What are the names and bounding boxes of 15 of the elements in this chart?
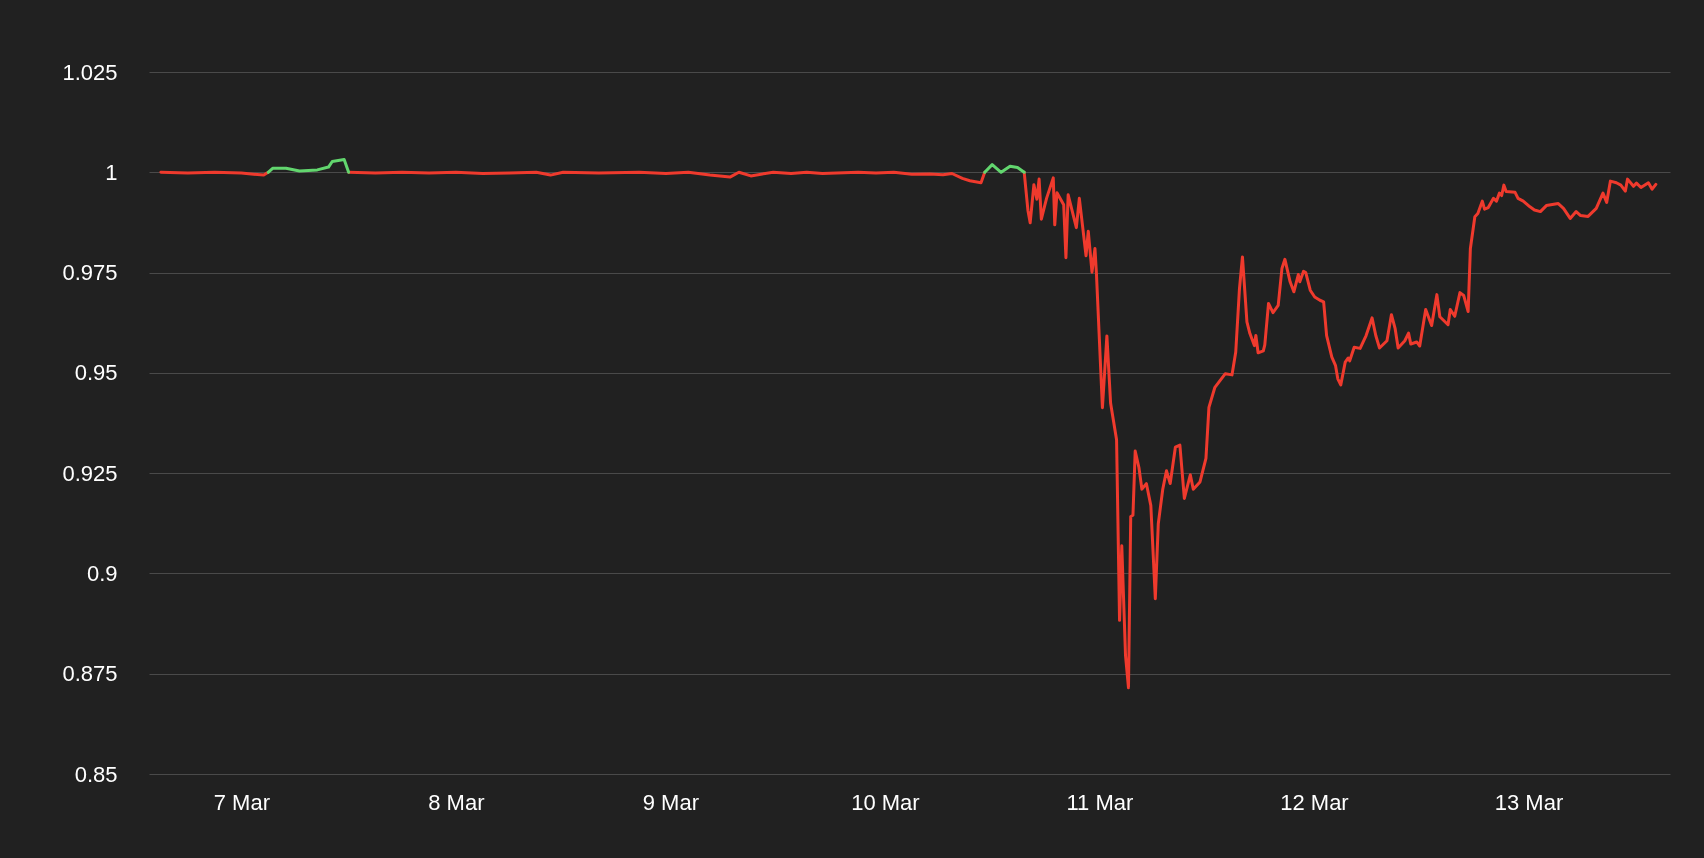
x-tick-label: 13 Mar xyxy=(1494,789,1564,815)
x-tick-label: 8 Mar xyxy=(428,789,485,815)
y-tick-label: 0.9 xyxy=(86,560,118,586)
y-tick-label: 1.025 xyxy=(62,59,118,85)
y-tick-label: 0.975 xyxy=(62,260,118,286)
y-tick-label: 0.925 xyxy=(62,460,118,486)
x-tick-label: 10 Mar xyxy=(851,789,920,815)
y-tick-label: 0.875 xyxy=(62,661,118,687)
x-tick-label: 9 Mar xyxy=(642,789,700,815)
y-tick-label: 0.95 xyxy=(74,360,118,386)
x-tick-label: 12 Mar xyxy=(1280,789,1349,815)
x-tick-label: 7 Mar xyxy=(213,789,270,815)
y-tick-label: 1 xyxy=(105,159,118,185)
x-tick-label: 11 Mar xyxy=(1066,789,1134,815)
y-tick-label: 0.85 xyxy=(74,761,118,787)
